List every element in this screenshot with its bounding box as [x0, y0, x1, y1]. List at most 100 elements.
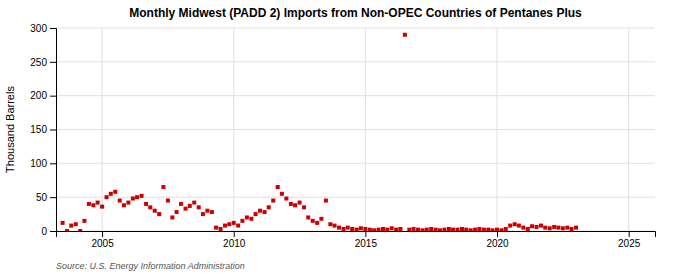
- point: [184, 207, 188, 211]
- point: [166, 199, 170, 203]
- point: [447, 227, 451, 231]
- point: [385, 228, 389, 231]
- point: [381, 227, 385, 231]
- y-tick: 150: [30, 124, 56, 135]
- point: [355, 228, 359, 231]
- title: Monthly Midwest (PADD 2) Imports from No…: [129, 6, 582, 20]
- point: [539, 224, 543, 228]
- y-tick: 200: [30, 90, 56, 101]
- point: [407, 228, 411, 231]
- y-axis-line: [50, 29, 57, 232]
- point: [328, 222, 332, 226]
- point: [394, 228, 398, 231]
- point: [122, 203, 126, 207]
- grid-line-y: [56, 95, 655, 96]
- point: [377, 228, 381, 231]
- point: [491, 228, 495, 231]
- point: [280, 192, 284, 196]
- y-tick-mark: [50, 231, 56, 232]
- point: [96, 201, 100, 205]
- point: [192, 201, 196, 205]
- point: [350, 227, 354, 231]
- point: [148, 205, 152, 209]
- y-tick: 0: [41, 226, 56, 237]
- annotation: Source: U.S. Energy Information Administ…: [56, 261, 245, 271]
- point: [144, 202, 148, 206]
- point: [105, 195, 109, 199]
- point: [359, 226, 363, 230]
- point: [412, 227, 416, 231]
- y-tick: 100: [30, 158, 56, 169]
- point: [495, 228, 499, 231]
- point: [477, 227, 481, 231]
- point: [543, 226, 547, 230]
- point: [289, 202, 293, 206]
- point: [91, 203, 95, 207]
- point: [504, 227, 508, 231]
- point: [548, 226, 552, 230]
- x-tick-label: 2025: [618, 238, 641, 249]
- point: [526, 227, 530, 231]
- point: [337, 226, 341, 230]
- point: [65, 229, 69, 231]
- point: [482, 228, 486, 231]
- point: [276, 185, 280, 189]
- point: [363, 227, 367, 231]
- point: [87, 202, 91, 206]
- point: [390, 226, 394, 230]
- point: [552, 225, 556, 229]
- x-tick: 2025: [618, 231, 641, 249]
- point: [240, 219, 244, 223]
- point: [109, 192, 113, 196]
- y-tick-label: 300: [30, 23, 47, 34]
- chart: 20052010201520202025050100150200250300Mo…: [0, 0, 675, 275]
- point: [267, 205, 271, 209]
- point: [293, 203, 297, 207]
- point: [78, 229, 82, 231]
- point: [425, 228, 429, 231]
- point: [442, 228, 446, 231]
- point: [508, 224, 512, 228]
- point: [219, 227, 223, 231]
- point: [368, 228, 372, 231]
- grid-line-y: [56, 163, 655, 164]
- point: [464, 228, 468, 231]
- x-tick-mark: [497, 231, 498, 237]
- point: [403, 33, 407, 37]
- point: [249, 217, 253, 221]
- point: [324, 199, 328, 203]
- point: [258, 209, 262, 213]
- y-tick-label: 100: [30, 158, 47, 169]
- y-tick: 50: [36, 192, 56, 203]
- x-tick-label: 2020: [486, 238, 509, 249]
- point: [271, 199, 275, 203]
- point: [513, 222, 517, 226]
- point: [69, 224, 73, 228]
- point: [126, 201, 130, 205]
- x-tick-mark: [234, 231, 235, 237]
- point: [342, 227, 346, 231]
- x-tick-label: 2015: [355, 238, 378, 249]
- y-axis: 050100150200250300: [30, 23, 56, 237]
- x-tick-mark: [629, 231, 630, 237]
- point: [175, 210, 179, 214]
- point: [456, 228, 460, 231]
- point: [197, 205, 201, 209]
- x-tick: 2020: [486, 231, 509, 249]
- points: [61, 33, 578, 231]
- plot: 20052010201520202025050100150200250300: [30, 23, 655, 249]
- point: [135, 195, 139, 199]
- point: [140, 194, 144, 198]
- point: [201, 212, 205, 216]
- point: [157, 212, 161, 216]
- point: [530, 224, 534, 228]
- point: [421, 228, 425, 231]
- point: [517, 224, 521, 228]
- point: [284, 197, 288, 201]
- y-tick-label: 200: [30, 90, 47, 101]
- point: [486, 228, 490, 231]
- point: [535, 225, 539, 229]
- x-tick: 2010: [223, 231, 246, 249]
- x-tick-label: 2005: [91, 238, 114, 249]
- y-tick-label: 50: [36, 192, 48, 203]
